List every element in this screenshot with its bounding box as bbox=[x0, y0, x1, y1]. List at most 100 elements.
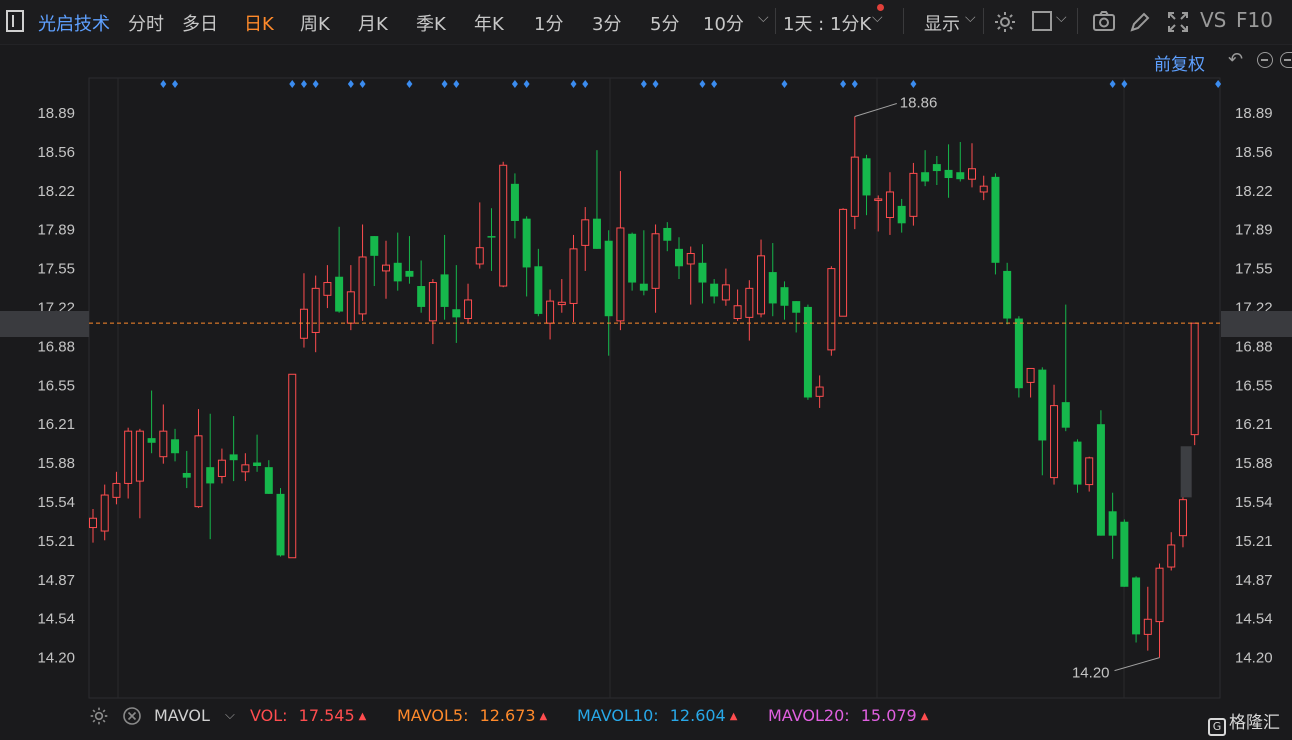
y-tick-label-left: 17.55 bbox=[37, 261, 75, 278]
candle-body-up bbox=[686, 253, 695, 265]
display-chevron-icon[interactable]: ⌵ bbox=[965, 10, 976, 26]
candle-body-down bbox=[522, 218, 531, 268]
indicator-name[interactable]: MAVOL bbox=[154, 706, 210, 725]
tab-1min[interactable]: 1分 bbox=[534, 14, 564, 35]
period-chevron-icon[interactable]: ⌵ bbox=[872, 10, 883, 26]
event-marker-diamond bbox=[582, 80, 589, 88]
candle-body-up bbox=[616, 227, 625, 322]
pencil-draw-icon[interactable] bbox=[1128, 10, 1152, 34]
event-marker-diamond bbox=[160, 80, 167, 88]
candle-body-down bbox=[335, 276, 344, 312]
f10-button[interactable]: F10 bbox=[1236, 8, 1273, 32]
layout-chevron-icon[interactable]: ⌵ bbox=[1056, 10, 1067, 26]
candle-body-down bbox=[780, 287, 789, 306]
vol-value: 17.545 bbox=[298, 706, 355, 725]
close-indicator-icon[interactable] bbox=[122, 706, 142, 726]
candle-body-up bbox=[885, 191, 894, 219]
event-marker-diamond bbox=[1215, 80, 1222, 88]
divider bbox=[903, 8, 904, 34]
divider bbox=[1077, 8, 1078, 34]
fullscreen-icon[interactable] bbox=[1166, 10, 1190, 34]
mavol10-label: MAVOL10: bbox=[577, 706, 659, 725]
indicator-chevron-icon[interactable]: ⌵ bbox=[225, 708, 235, 723]
high-annotation-leader bbox=[854, 103, 897, 117]
tab-weekly-k[interactable]: 周K bbox=[300, 14, 330, 35]
candle-body-up bbox=[1143, 618, 1152, 635]
mavol5-item: MAVOL5: 12.673 ▲ bbox=[397, 706, 547, 725]
candle-body-up bbox=[721, 284, 730, 301]
tab-yearly-k[interactable]: 年K bbox=[474, 14, 504, 35]
candle-body-up bbox=[159, 430, 168, 458]
candle-body-up bbox=[464, 299, 473, 320]
candle-body-up bbox=[979, 185, 988, 193]
more-periods-chevron-icon[interactable]: ⌵ bbox=[758, 10, 769, 26]
candle-body-up bbox=[475, 247, 484, 265]
mavol10-item: MAVOL10: 12.604 ▲ bbox=[577, 706, 737, 725]
candle-body-down bbox=[604, 240, 613, 317]
tab-10min[interactable]: 10分 bbox=[703, 14, 744, 35]
candle-body-down bbox=[487, 236, 496, 238]
camera-icon[interactable] bbox=[1092, 10, 1116, 32]
sidebar-toggle-icon[interactable] bbox=[6, 10, 24, 32]
gelonghui-logo: G 格隆汇 bbox=[1208, 708, 1280, 736]
candle-body-up bbox=[1190, 322, 1199, 436]
y-tick-label-left: 14.87 bbox=[37, 572, 75, 589]
candle-body-up bbox=[733, 305, 742, 320]
low-annotation-leader bbox=[1114, 657, 1160, 672]
high-annotation-label: 18.86 bbox=[900, 94, 938, 111]
display-menu[interactable]: 显示 bbox=[924, 14, 960, 35]
period-select[interactable]: 1天 : 1分K bbox=[783, 14, 872, 35]
candle-body-up bbox=[1155, 567, 1164, 623]
candle-body-down bbox=[405, 270, 414, 277]
y-tick-label-left: 15.21 bbox=[37, 533, 75, 550]
y-tick-label-right: 17.89 bbox=[1235, 222, 1273, 239]
y-tick-label-left: 14.20 bbox=[37, 650, 75, 667]
layout-square-icon[interactable] bbox=[1031, 10, 1053, 32]
up-triangle-icon: ▲ bbox=[729, 711, 738, 722]
candle-body-down bbox=[698, 262, 707, 283]
stock-name[interactable]: 光启技术 bbox=[38, 14, 110, 35]
y-tick-label-left: 18.56 bbox=[37, 144, 75, 161]
tab-5min[interactable]: 5分 bbox=[650, 14, 680, 35]
collapse-icon[interactable] bbox=[1280, 52, 1292, 68]
candle-body-up bbox=[241, 464, 250, 473]
undo-icon[interactable]: ↶ bbox=[1228, 49, 1244, 70]
zoom-out-icon[interactable] bbox=[1257, 52, 1273, 68]
adjust-mode-selector[interactable]: 前复权 bbox=[1154, 55, 1205, 75]
candle-body-up bbox=[909, 172, 918, 217]
overlay-block bbox=[1180, 446, 1192, 498]
tab-fenshi[interactable]: 分时 bbox=[128, 14, 164, 35]
candle-body-down bbox=[452, 309, 461, 318]
tab-3min[interactable]: 3分 bbox=[592, 14, 622, 35]
candle-body-down bbox=[171, 439, 180, 454]
y-tick-label-right: 16.55 bbox=[1235, 377, 1273, 394]
notification-dot-icon bbox=[877, 4, 884, 11]
candle-body-down bbox=[768, 272, 777, 304]
candle-body-up bbox=[382, 264, 390, 272]
tab-monthly-k[interactable]: 月K bbox=[358, 14, 388, 35]
up-triangle-icon: ▲ bbox=[539, 711, 548, 722]
candle-body-up bbox=[428, 282, 437, 322]
candle-body-down bbox=[1073, 441, 1082, 485]
candle-body-down bbox=[510, 183, 519, 221]
divider bbox=[775, 8, 776, 34]
tab-quarterly-k[interactable]: 季K bbox=[416, 14, 446, 35]
candle-body-up bbox=[745, 287, 754, 318]
low-annotation-label: 14.20 bbox=[1072, 665, 1110, 682]
candle-body-down bbox=[803, 306, 812, 398]
tab-daily-k[interactable]: 日K bbox=[244, 14, 274, 35]
event-marker-diamond bbox=[347, 80, 354, 88]
tab-multiday[interactable]: 多日 bbox=[182, 14, 218, 35]
candle-body-down bbox=[534, 266, 543, 314]
candle-body-up bbox=[1050, 405, 1059, 479]
event-marker-diamond bbox=[359, 80, 366, 88]
y-tick-label-left: 14.54 bbox=[37, 611, 75, 628]
indicator-settings-gear-icon[interactable] bbox=[89, 706, 109, 726]
event-marker-diamond bbox=[289, 80, 296, 88]
vs-compare-button[interactable]: VS bbox=[1200, 8, 1227, 32]
divider bbox=[983, 8, 984, 34]
settings-gear-icon[interactable] bbox=[993, 10, 1017, 34]
candle-body-up bbox=[217, 459, 226, 477]
y-tick-label-right: 18.22 bbox=[1235, 183, 1273, 200]
